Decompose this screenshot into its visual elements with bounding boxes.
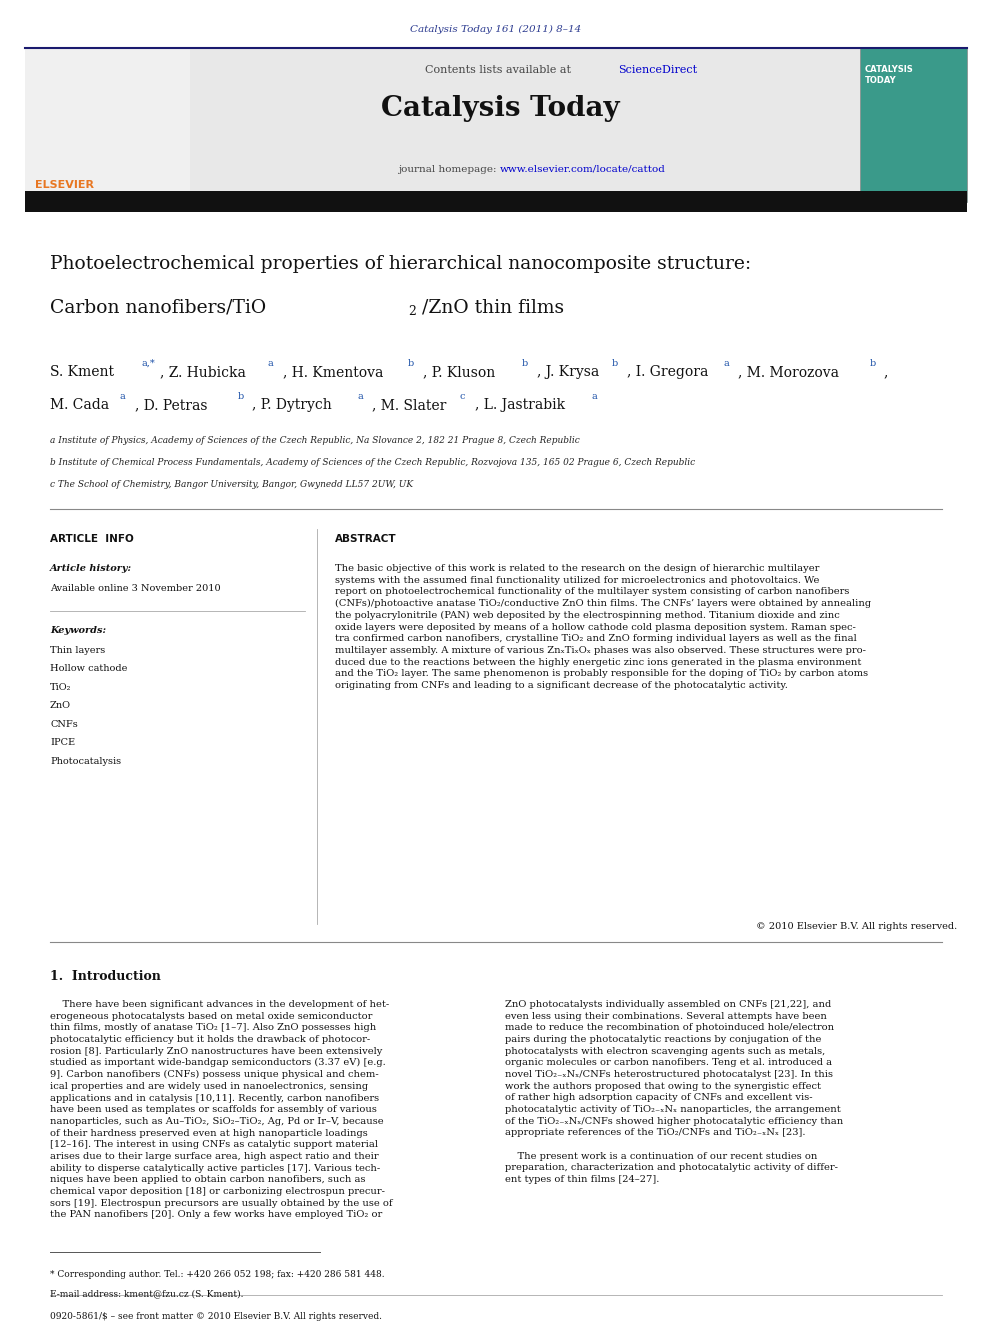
Text: a: a: [267, 359, 273, 368]
Text: , P. Kluson: , P. Kluson: [423, 365, 495, 378]
Text: Hollow cathode: Hollow cathode: [50, 664, 127, 673]
Text: , I. Gregora: , I. Gregora: [627, 365, 708, 378]
Bar: [860, 48, 967, 202]
Text: Catalysis Today: Catalysis Today: [381, 95, 619, 122]
Text: TiO₂: TiO₂: [50, 683, 71, 692]
Text: journal homepage:: journal homepage:: [398, 165, 500, 175]
Text: , M. Morozova: , M. Morozova: [738, 365, 839, 378]
Text: a: a: [120, 392, 126, 401]
Text: Carbon nanofibers/TiO: Carbon nanofibers/TiO: [50, 299, 266, 318]
Text: Contents lists available at: Contents lists available at: [426, 65, 574, 75]
Text: Available online 3 November 2010: Available online 3 November 2010: [50, 583, 220, 593]
Text: a,*: a,*: [142, 359, 156, 368]
Text: 2: 2: [408, 306, 416, 318]
Text: ARTICLE  INFO: ARTICLE INFO: [50, 534, 134, 544]
Text: b Institute of Chemical Process Fundamentals, Academy of Sciences of the Czech R: b Institute of Chemical Process Fundamen…: [50, 458, 695, 467]
Text: ELSEVIER: ELSEVIER: [35, 180, 94, 191]
Text: ABSTRACT: ABSTRACT: [335, 534, 397, 544]
Text: ,: ,: [883, 365, 888, 378]
Text: Keywords:: Keywords:: [50, 626, 106, 635]
Text: /ZnO thin films: /ZnO thin films: [422, 299, 564, 318]
Text: , H. Kmentova: , H. Kmentova: [283, 365, 383, 378]
Text: , P. Dytrych: , P. Dytrych: [252, 398, 331, 411]
Bar: [25, 48, 967, 202]
Text: M. Cada: M. Cada: [50, 398, 109, 411]
Text: c: c: [460, 392, 465, 401]
Text: IPCE: IPCE: [50, 738, 75, 747]
Text: , D. Petras: , D. Petras: [135, 398, 207, 411]
Text: a: a: [592, 392, 598, 401]
Text: 1.  Introduction: 1. Introduction: [50, 970, 161, 983]
Text: b: b: [522, 359, 529, 368]
Text: a: a: [723, 359, 729, 368]
Text: Thin layers: Thin layers: [50, 646, 105, 655]
Text: a: a: [357, 392, 363, 401]
Text: CATALYSIS
TODAY: CATALYSIS TODAY: [865, 65, 914, 85]
Text: c The School of Chemistry, Bangor University, Bangor, Gwynedd LL57 2UW, UK: c The School of Chemistry, Bangor Univer…: [50, 480, 413, 490]
Text: The basic objective of this work is related to the research on the design of hie: The basic objective of this work is rela…: [335, 564, 871, 691]
Text: E-mail address: kment@fzu.cz (S. Kment).: E-mail address: kment@fzu.cz (S. Kment).: [50, 1289, 243, 1298]
Text: , Z. Hubicka: , Z. Hubicka: [160, 365, 246, 378]
Text: , L. Jastrabik: , L. Jastrabik: [475, 398, 565, 411]
Text: There have been significant advances in the development of het-
erogeneous photo: There have been significant advances in …: [50, 1000, 393, 1220]
Text: , J. Krysa: , J. Krysa: [537, 365, 599, 378]
Text: b: b: [612, 359, 618, 368]
Text: S. Kment: S. Kment: [50, 365, 114, 378]
Text: * Corresponding author. Tel.: +420 266 052 198; fax: +420 286 581 448.: * Corresponding author. Tel.: +420 266 0…: [50, 1270, 385, 1279]
Text: ZnO photocatalysts individually assembled on CNFs [21,22], and
even less using t: ZnO photocatalysts individually assemble…: [505, 1000, 843, 1184]
Text: , M. Slater: , M. Slater: [372, 398, 446, 411]
Bar: [25, 191, 967, 212]
Text: www.elsevier.com/locate/cattod: www.elsevier.com/locate/cattod: [500, 165, 666, 175]
Text: 0920-5861/$ – see front matter © 2010 Elsevier B.V. All rights reserved.: 0920-5861/$ – see front matter © 2010 El…: [50, 1312, 382, 1320]
Bar: [25, 48, 190, 202]
Text: b: b: [238, 392, 244, 401]
Text: Catalysis Today 161 (2011) 8–14: Catalysis Today 161 (2011) 8–14: [411, 25, 581, 34]
Text: Article history:: Article history:: [50, 564, 132, 573]
Text: b: b: [408, 359, 415, 368]
Text: b: b: [870, 359, 876, 368]
Text: Photocatalysis: Photocatalysis: [50, 757, 121, 766]
Text: ZnO: ZnO: [50, 701, 71, 710]
Text: CNFs: CNFs: [50, 720, 77, 729]
Text: © 2010 Elsevier B.V. All rights reserved.: © 2010 Elsevier B.V. All rights reserved…: [756, 922, 957, 931]
Text: a Institute of Physics, Academy of Sciences of the Czech Republic, Na Slovance 2: a Institute of Physics, Academy of Scien…: [50, 437, 579, 445]
Text: ScienceDirect: ScienceDirect: [618, 65, 697, 75]
Text: Photoelectrochemical properties of hierarchical nanocomposite structure:: Photoelectrochemical properties of hiera…: [50, 255, 751, 273]
